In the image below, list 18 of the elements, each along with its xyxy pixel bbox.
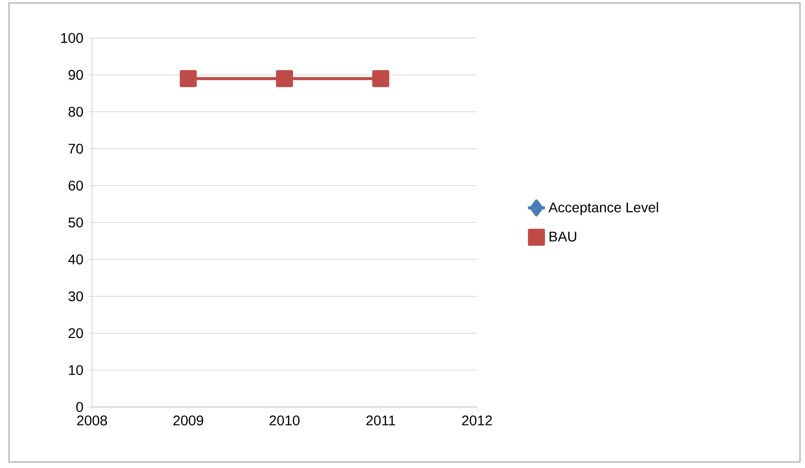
y-tick-label: 60 xyxy=(68,180,83,191)
y-tick-label: 80 xyxy=(68,106,83,117)
x-tick-label: 2011 xyxy=(366,416,396,426)
y-tick-label: 20 xyxy=(68,328,83,338)
x-tick-label: 2012 xyxy=(462,416,492,426)
y-tick-label: 0 xyxy=(76,402,83,412)
y-tick-label: 90 xyxy=(68,70,83,80)
y-tick-label: 100 xyxy=(61,33,83,43)
legend-label: BAU xyxy=(550,232,576,242)
y-tick-label: 40 xyxy=(68,254,83,264)
x-tick-label: 2009 xyxy=(173,416,204,426)
y-tick-label: 10 xyxy=(69,365,83,376)
y-tick-label: 30 xyxy=(68,291,83,302)
x-tick-label: 2010 xyxy=(270,416,300,426)
y-tick-label: 70 xyxy=(68,144,83,154)
x-tick-label: 2008 xyxy=(77,416,107,426)
legend-label: Acceptance Level xyxy=(548,202,658,216)
y-tick-label: 50 xyxy=(68,218,83,228)
